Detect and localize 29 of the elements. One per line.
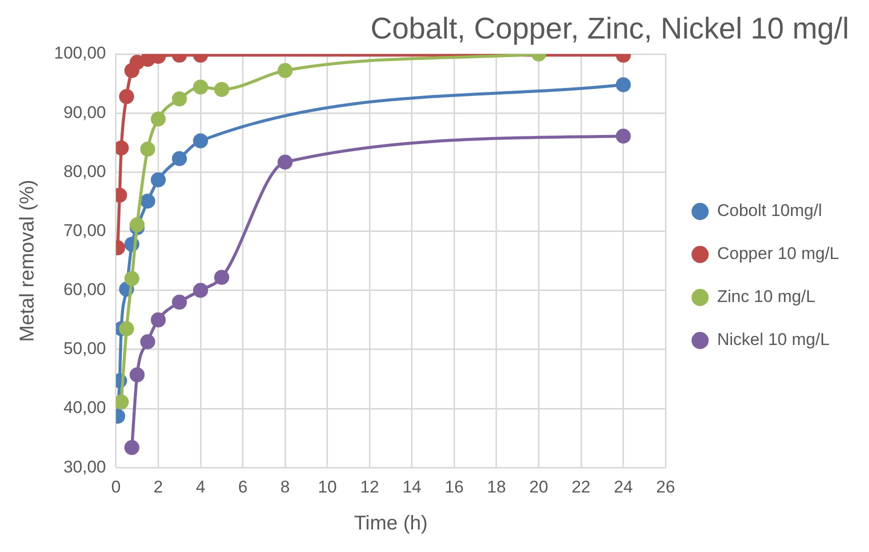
x-tick-label: 22 bbox=[572, 477, 590, 496]
x-tick-label: 18 bbox=[487, 477, 506, 496]
legend-label: Copper 10 mg/L bbox=[717, 244, 839, 264]
legend-label: Cobolt 10mg/l bbox=[717, 201, 822, 220]
y-tick-label: 60,00 bbox=[63, 280, 106, 300]
x-tick-label: 16 bbox=[444, 477, 464, 496]
x-tick-label: 2 bbox=[154, 477, 164, 496]
x-tick-label: 0 bbox=[111, 477, 121, 496]
y-tick-label: 50,00 bbox=[63, 339, 106, 358]
x-tick-label: 20 bbox=[529, 477, 548, 496]
x-tick-label: 12 bbox=[360, 477, 380, 496]
legend-label: Nickel 10 mg/L bbox=[717, 330, 830, 350]
x-tick-label: 10 bbox=[318, 477, 337, 496]
y-tick-label: 100,00 bbox=[54, 44, 106, 63]
y-tick-label: 90,00 bbox=[63, 102, 106, 122]
y-tick-label: 30,00 bbox=[63, 457, 106, 476]
x-tick-label: 14 bbox=[402, 477, 422, 496]
y-tick-label: 40,00 bbox=[63, 398, 106, 418]
chart-title: Cobalt, Copper, Zinc, Nickel 10 mg/l bbox=[370, 12, 849, 46]
x-tick-label: 6 bbox=[238, 477, 248, 496]
y-tick-label: 80,00 bbox=[63, 162, 106, 181]
legend-label: Zinc 10 mg/L bbox=[717, 287, 816, 306]
x-axis-title: Time (h) bbox=[354, 512, 428, 535]
x-tick-label: 8 bbox=[280, 477, 290, 496]
x-tick-label: 4 bbox=[196, 477, 206, 496]
x-tick-label: 24 bbox=[614, 477, 633, 496]
y-axis-title: Metal removal (%) bbox=[16, 180, 39, 342]
y-tick-label: 70,00 bbox=[63, 220, 106, 240]
x-tick-label: 26 bbox=[656, 477, 676, 496]
